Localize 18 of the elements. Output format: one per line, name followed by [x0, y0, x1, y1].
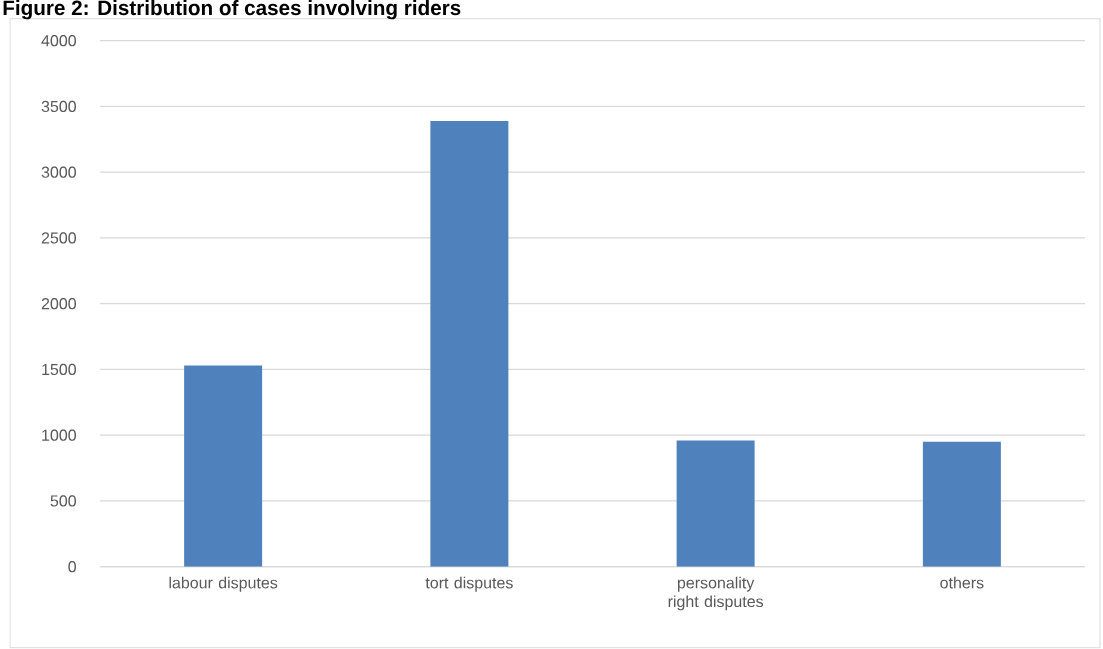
bar: [676, 440, 755, 567]
y-tick-label: 3500: [41, 100, 76, 113]
y-tick-label: 1500: [42, 363, 76, 376]
x-tick-label: personality right disputes: [668, 576, 764, 611]
y-tick-label: 2500: [41, 232, 76, 244]
bar: [922, 441, 1001, 567]
x-tick-label: others: [940, 576, 984, 589]
bar: [430, 121, 509, 567]
y-tick-label: 0: [68, 561, 77, 573]
x-tick-label: labour disputes: [169, 576, 278, 592]
y-tick-label: 2000: [41, 298, 76, 310]
y-tick-label: 4000: [41, 35, 76, 47]
x-tick-label: tort disputes: [425, 576, 513, 592]
y-tick-label: 500: [50, 495, 76, 507]
bar: [184, 365, 263, 567]
y-tick-label: 3000: [41, 166, 76, 178]
chart-title: Figure 2: Distribution of cases involving riders: [3, 0, 461, 20]
y-tick-label: 1000: [42, 429, 76, 441]
